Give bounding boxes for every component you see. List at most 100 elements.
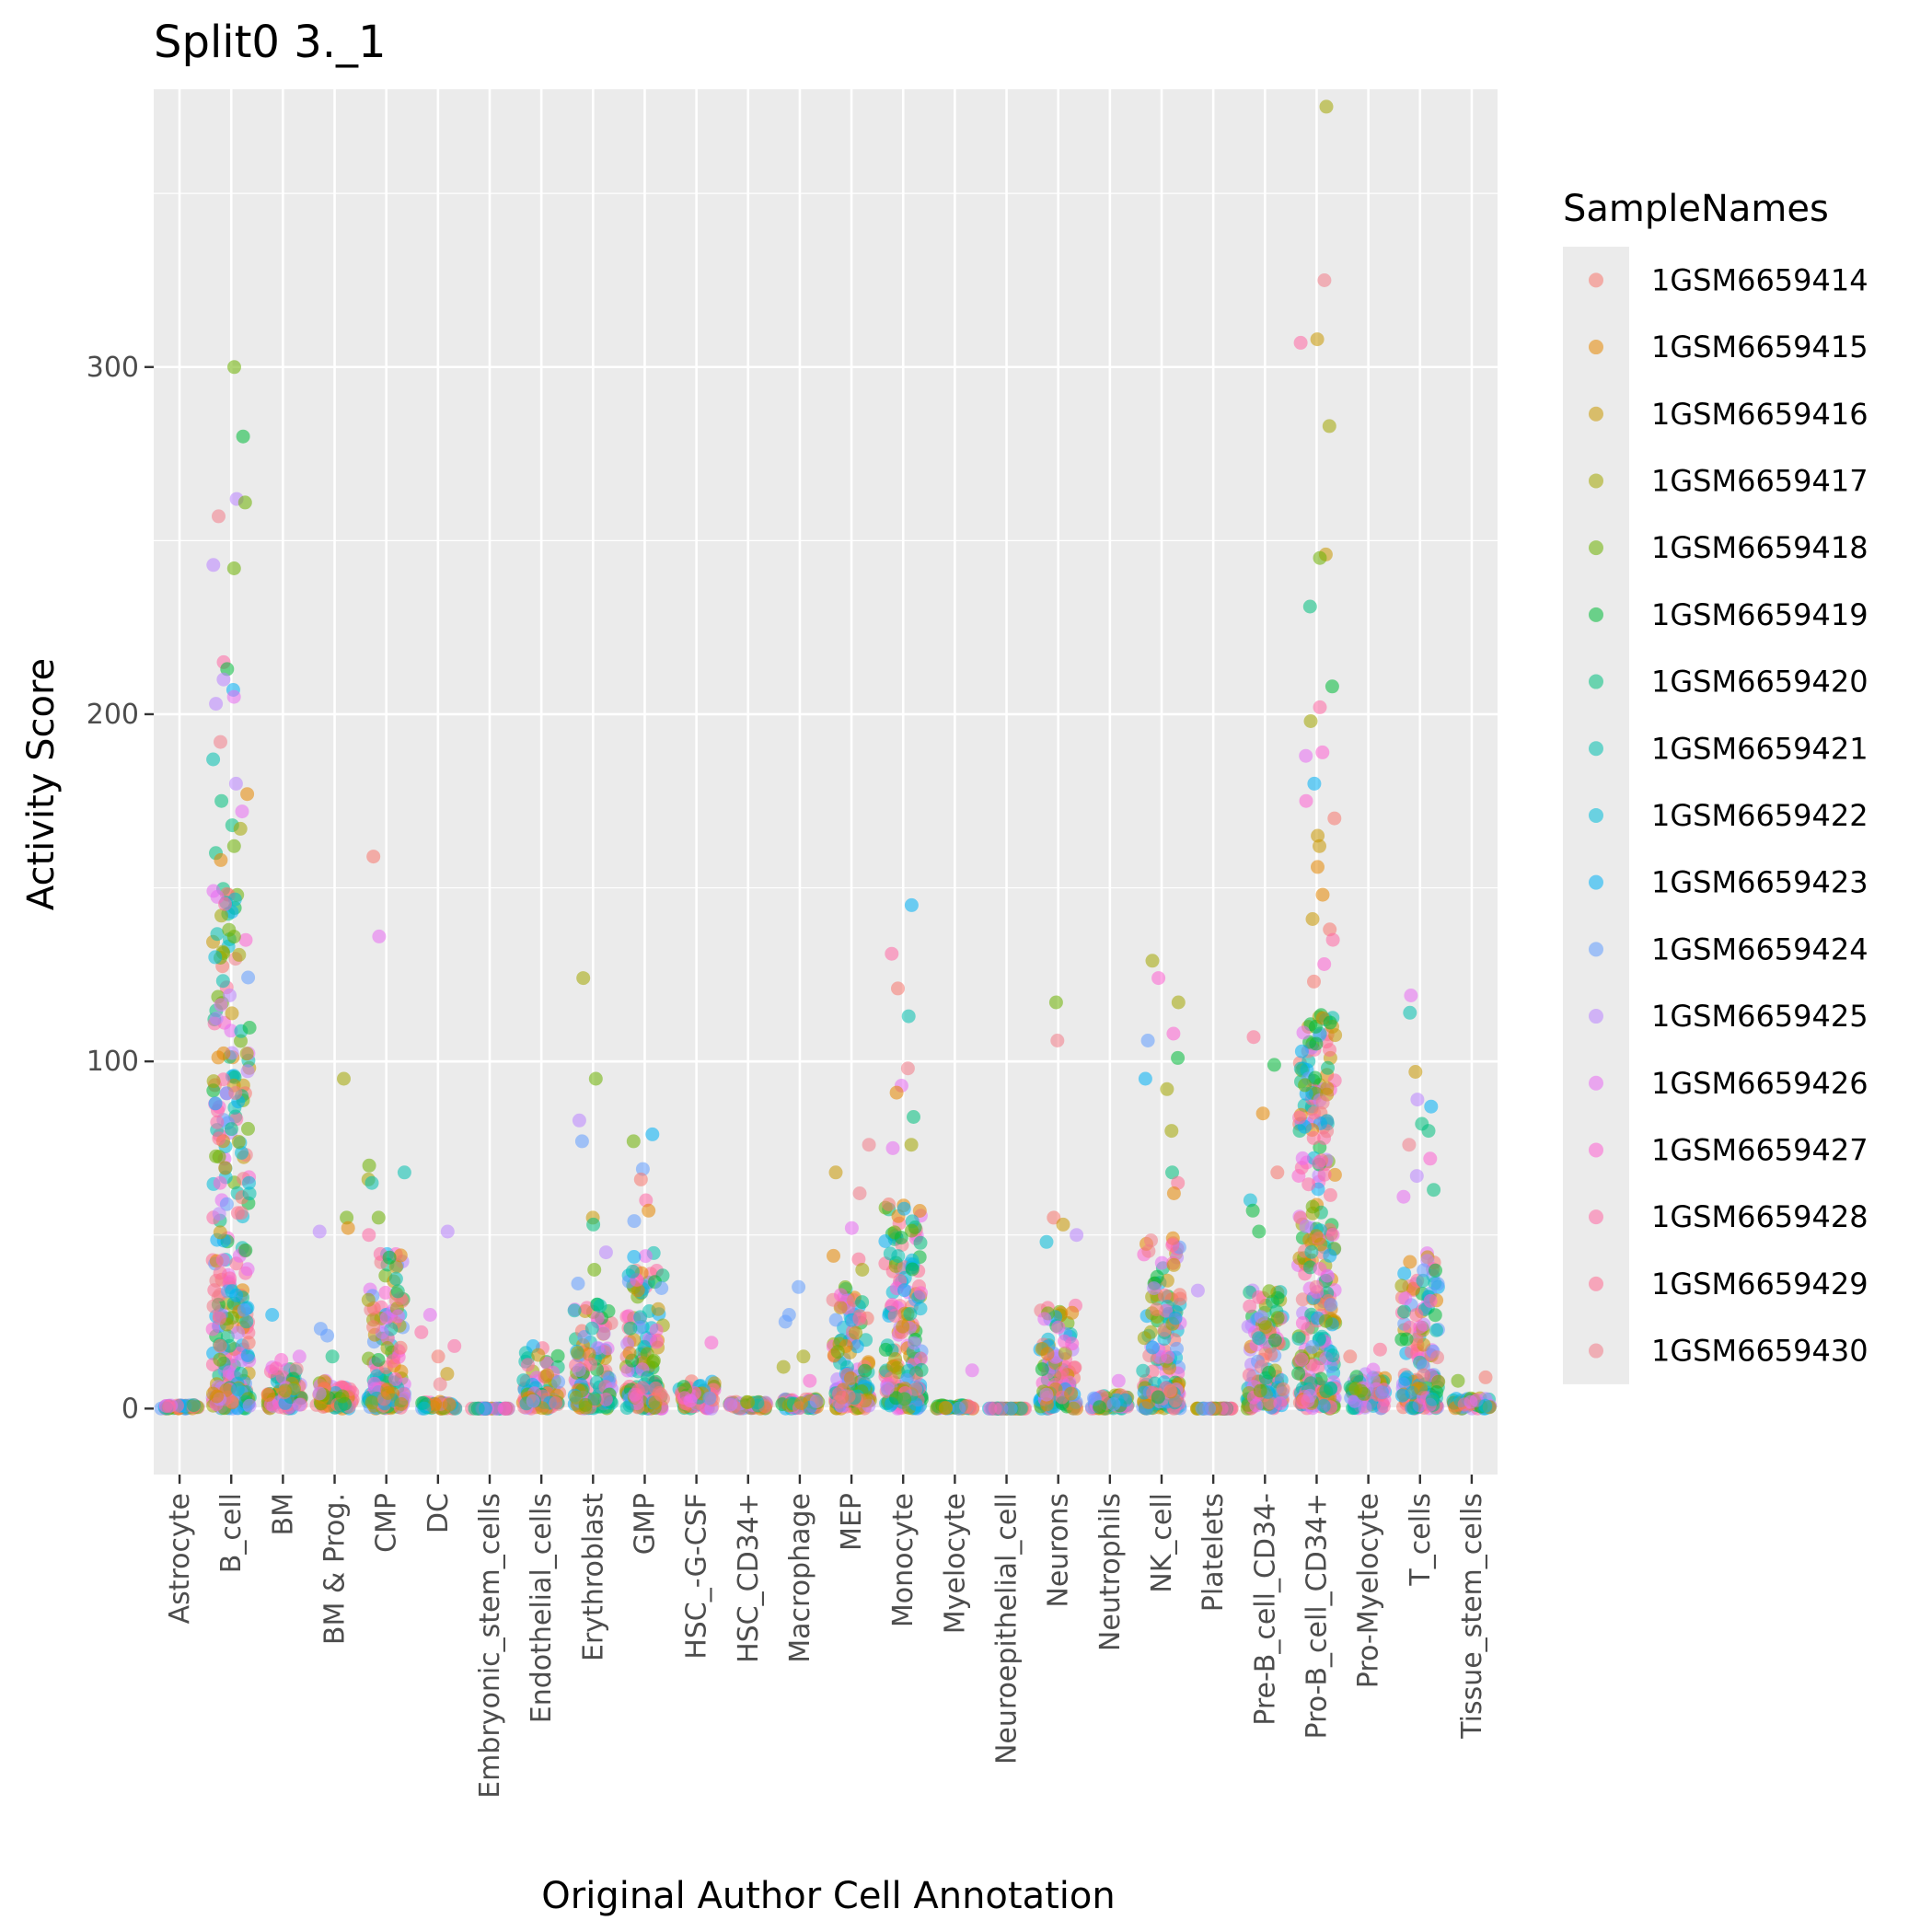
- data-point: [642, 1203, 656, 1218]
- data-point: [1270, 1311, 1285, 1325]
- legend-key: [1589, 874, 1603, 890]
- data-point: [828, 1165, 843, 1180]
- data-point: [1310, 332, 1325, 347]
- data-point: [1327, 1167, 1342, 1182]
- data-point: [641, 1371, 655, 1385]
- data-point: [891, 981, 905, 996]
- data-point: [1173, 1288, 1187, 1302]
- data-point: [380, 1341, 395, 1355]
- legend-label: 1GSM6659428: [1651, 1199, 1868, 1234]
- data-point: [831, 1394, 846, 1409]
- legend-label: 1GSM6659414: [1651, 262, 1868, 297]
- data-point: [1303, 714, 1318, 728]
- data-point: [803, 1373, 817, 1388]
- data-point: [1397, 1267, 1412, 1281]
- data-point: [364, 1175, 379, 1190]
- data-point: [240, 787, 255, 802]
- data-point: [649, 1323, 664, 1337]
- data-point: [1171, 995, 1186, 1010]
- legend-key: [1589, 473, 1603, 489]
- data-point: [1358, 1400, 1372, 1415]
- data-point: [231, 1134, 246, 1149]
- legend-key: [1589, 1343, 1603, 1359]
- data-point: [206, 1299, 221, 1313]
- data-point: [414, 1325, 429, 1339]
- data-point: [1311, 828, 1325, 843]
- data-point: [516, 1373, 531, 1388]
- data-point: [239, 1314, 254, 1329]
- legend-label: 1GSM6659423: [1651, 865, 1868, 900]
- legend-key: [1589, 1075, 1603, 1091]
- legend-label: 1GSM6659424: [1651, 931, 1868, 966]
- data-point: [598, 1393, 613, 1406]
- data-point: [1171, 1050, 1186, 1065]
- data-point: [340, 1210, 354, 1225]
- data-point: [260, 1387, 275, 1402]
- data-point: [229, 1288, 244, 1302]
- data-point: [1309, 1036, 1324, 1051]
- chart-title: Split0 3._1: [154, 17, 387, 68]
- data-point: [1299, 1219, 1313, 1233]
- data-point: [1263, 1395, 1278, 1410]
- data-point: [897, 1392, 912, 1406]
- data-point: [778, 1314, 792, 1329]
- data-point: [1255, 1106, 1270, 1121]
- data-point: [913, 1235, 928, 1250]
- data-point: [1295, 1151, 1310, 1165]
- data-point: [226, 689, 241, 704]
- data-point: [292, 1349, 307, 1364]
- data-point: [222, 1365, 237, 1380]
- legend-label: 1GSM6659415: [1651, 330, 1868, 364]
- data-point: [220, 662, 235, 677]
- data-point: [1478, 1370, 1493, 1384]
- data-point: [683, 1394, 698, 1408]
- data-point: [849, 1325, 863, 1340]
- legend-key: [1589, 1142, 1603, 1158]
- data-point: [213, 1352, 227, 1367]
- data-point: [265, 1308, 280, 1322]
- data-point: [433, 1377, 447, 1392]
- data-point: [213, 1175, 227, 1190]
- data-point: [828, 1313, 843, 1327]
- data-point: [885, 946, 899, 961]
- data-point: [1349, 1370, 1364, 1384]
- data-point: [1398, 1371, 1413, 1386]
- data-point: [224, 1024, 238, 1038]
- x-tick-label: Pro-B_cell_CD34+: [1301, 1493, 1333, 1739]
- data-point: [1145, 1340, 1160, 1355]
- data-point: [521, 1358, 535, 1372]
- data-point: [1320, 1081, 1335, 1095]
- data-point: [588, 1071, 603, 1086]
- data-point: [210, 1389, 225, 1404]
- data-point: [1372, 1342, 1387, 1357]
- data-point: [1404, 989, 1418, 1002]
- data-point: [428, 1396, 442, 1411]
- data-point: [878, 1342, 893, 1357]
- data-point: [391, 1309, 405, 1324]
- x-tick-label: Monocyte: [887, 1493, 920, 1627]
- data-point: [584, 1321, 599, 1336]
- data-point: [889, 1085, 904, 1100]
- data-point: [794, 1396, 808, 1410]
- data-point: [366, 850, 381, 864]
- x-tick-label: GMP: [629, 1493, 661, 1555]
- data-point: [499, 1401, 514, 1416]
- data-point: [241, 970, 256, 985]
- data-point: [855, 1263, 870, 1277]
- data-point: [830, 1345, 845, 1359]
- data-point: [1304, 1244, 1319, 1259]
- legend-label: 1GSM6659416: [1651, 397, 1868, 432]
- data-point: [1040, 1397, 1054, 1412]
- data-point: [1141, 1244, 1156, 1258]
- data-point: [540, 1368, 555, 1382]
- data-point: [382, 1250, 397, 1265]
- data-point: [1463, 1394, 1478, 1409]
- x-tick-label: Myelocyte: [939, 1493, 971, 1634]
- data-point: [442, 1397, 457, 1412]
- legend-label: 1GSM6659417: [1651, 463, 1868, 498]
- data-point: [587, 1263, 602, 1277]
- legend-label: 1GSM6659422: [1651, 798, 1868, 833]
- data-point: [1305, 912, 1320, 926]
- data-point: [231, 1325, 246, 1340]
